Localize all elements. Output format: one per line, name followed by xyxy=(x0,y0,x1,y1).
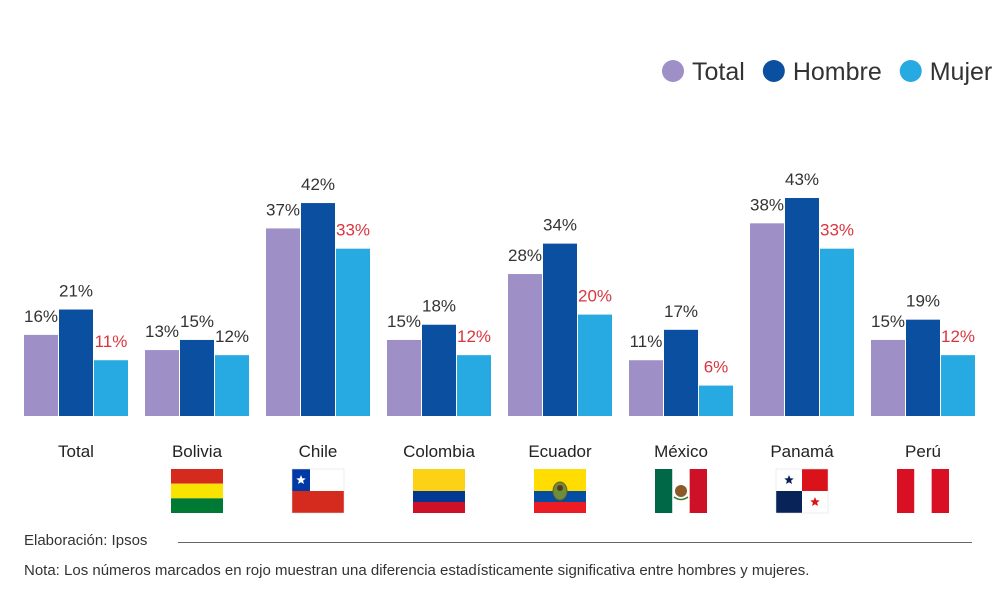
data-label-peru-hombre: 19% xyxy=(906,292,940,311)
bar-total-hombre xyxy=(59,309,93,416)
bar-panama-mujer xyxy=(820,248,854,416)
bar-group-colombia: 15%18%12% Colombia xyxy=(387,297,491,461)
data-label-mexico-hombre: 17% xyxy=(664,302,698,321)
data-label-bolivia-mujer: 12% xyxy=(215,327,249,346)
legend-label-total: Total xyxy=(692,58,745,86)
flag-peru-icon xyxy=(897,469,949,513)
bar-mexico-mujer xyxy=(699,385,733,416)
category-label-bolivia: Bolivia xyxy=(172,442,223,461)
flag-panama-icon xyxy=(775,468,829,514)
data-label-chile-hombre: 42% xyxy=(301,175,335,194)
category-label-peru: Perú xyxy=(905,442,941,461)
bar-peru-hombre xyxy=(906,319,940,416)
bar-group-ecuador: 28%34% 20% Ecuador xyxy=(508,216,612,461)
legend: Total Hombre Mujer xyxy=(662,58,992,86)
legend-label-mujer: Mujer xyxy=(930,58,993,86)
data-label-ecuador-hombre: 34% xyxy=(543,216,577,235)
country-flags xyxy=(171,468,949,514)
bar-group-mexico: 11%17% 6% México xyxy=(629,302,733,461)
bar-ecuador-total xyxy=(508,274,542,416)
data-label-total-hombre: 21% xyxy=(59,282,93,301)
bar-ecuador-mujer xyxy=(578,314,612,416)
data-label-mexico-mujer: 6% xyxy=(704,358,729,377)
data-label-peru-mujer: 12% xyxy=(941,327,975,346)
legend-swatch-hombre xyxy=(762,60,785,82)
data-label-bolivia-total: 13% xyxy=(145,322,179,341)
bar-panama-total xyxy=(750,223,784,416)
category-label-chile: Chile xyxy=(299,442,338,461)
data-label-colombia-mujer: 12% xyxy=(457,327,491,346)
bar-group-panama: 38%43% 33% Panamá xyxy=(750,170,854,461)
bar-mexico-total xyxy=(629,360,663,416)
bar-bolivia-total xyxy=(145,350,179,416)
data-label-panama-mujer: 33% xyxy=(820,221,854,240)
bar-colombia-hombre xyxy=(422,324,456,416)
data-label-total-total: 16% xyxy=(24,307,58,326)
footer-divider xyxy=(178,542,972,543)
bar-chile-hombre xyxy=(301,203,335,416)
bar-group-bolivia: 13%15%12% Bolivia xyxy=(145,312,249,461)
bar-mexico-hombre xyxy=(664,329,698,416)
bar-groups: 16%21%11%Total13%15%12%Bolivia37%42%33%C… xyxy=(24,170,975,461)
flag-mexico-icon xyxy=(655,469,707,513)
bar-total-total xyxy=(24,334,58,416)
bar-panama-hombre xyxy=(785,197,819,416)
data-label-mexico-total: 11% xyxy=(630,332,663,351)
note-text: Nota: Los números marcados en rojo muest… xyxy=(24,562,810,579)
data-label-ecuador-mujer: 20% xyxy=(578,287,612,306)
chart: Total Hombre Mujer 16%21%11%Total13%15%12%… xyxy=(24,58,992,514)
bar-peru-total xyxy=(871,339,905,416)
bar-total-mujer xyxy=(94,360,128,416)
flag-ecuador-icon xyxy=(534,469,586,513)
data-label-ecuador-total: 28% xyxy=(508,246,542,265)
bar-chile-mujer xyxy=(336,248,370,416)
legend-swatch-mujer xyxy=(899,60,922,82)
legend-swatch-total xyxy=(662,60,684,82)
bar-group-peru: 15%19%12% Perú xyxy=(871,292,975,461)
bar-group-chile: 37%42% 33% Chile xyxy=(266,175,370,461)
bar-group-total: 16%21% 11% Total xyxy=(24,282,128,461)
data-label-peru-total: 15% xyxy=(871,312,905,331)
data-label-chile-mujer: 33% xyxy=(336,221,370,240)
data-label-panama-hombre: 43% xyxy=(785,170,819,189)
data-label-panama-total: 38% xyxy=(750,195,784,214)
bar-bolivia-hombre xyxy=(180,339,214,416)
data-label-colombia-hombre: 18% xyxy=(422,297,456,316)
bar-peru-mujer xyxy=(941,355,975,416)
legend-label-hombre: Hombre xyxy=(793,58,882,86)
data-label-chile-total: 37% xyxy=(266,200,300,219)
bar-bolivia-mujer xyxy=(215,355,249,416)
bar-colombia-mujer xyxy=(457,355,491,416)
category-label-total: Total xyxy=(58,442,94,461)
flag-bolivia-icon xyxy=(171,469,223,513)
category-label-ecuador: Ecuador xyxy=(528,442,592,461)
bar-chile-total xyxy=(266,228,300,416)
data-label-total-mujer: 11% xyxy=(95,332,128,351)
category-label-colombia: Colombia xyxy=(403,442,475,461)
category-label-panama: Panamá xyxy=(770,442,834,461)
category-label-mexico: México xyxy=(654,442,708,461)
bar-ecuador-hombre xyxy=(543,243,577,416)
bar-colombia-total xyxy=(387,339,421,416)
data-label-bolivia-hombre: 15% xyxy=(180,312,214,331)
data-label-colombia-total: 15% xyxy=(387,312,421,331)
flag-chile-icon xyxy=(291,468,345,514)
flag-colombia-icon xyxy=(413,469,465,513)
source-text: Elaboración: Ipsos xyxy=(24,532,148,549)
